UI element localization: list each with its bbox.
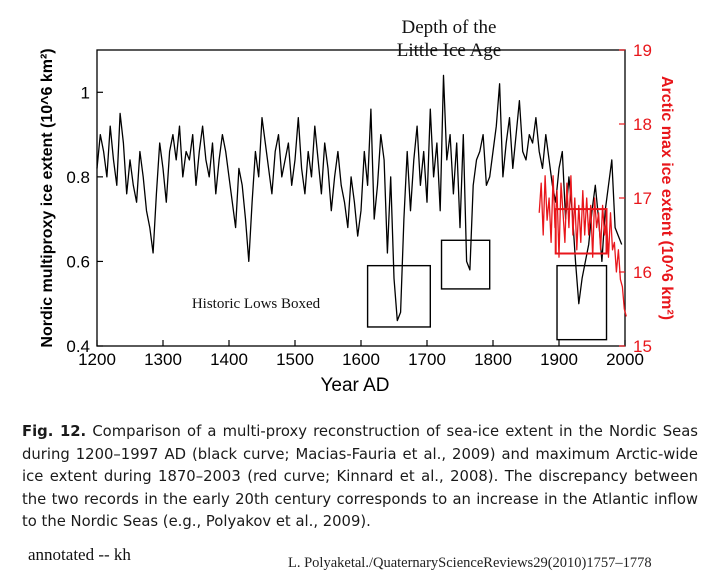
left-tick-label-0.4: 0.4 bbox=[66, 337, 90, 356]
nordic-ice-extent-line bbox=[96, 74, 623, 322]
caption-text: Comparison of a multi-proxy reconstructi… bbox=[22, 423, 698, 530]
low-box-1760 bbox=[440, 239, 491, 290]
right-tick-label-15: 15 bbox=[633, 337, 652, 356]
x-tick-label-1300: 1300 bbox=[144, 350, 182, 369]
left-tick-label-0.8: 0.8 bbox=[66, 168, 90, 187]
boxes-layer bbox=[366, 208, 608, 341]
right-tick-label-18: 18 bbox=[633, 115, 652, 134]
annotation-credit: annotated -- kh bbox=[28, 545, 131, 564]
source-citation: L. Polyaketal./QuaternaryScienceReviews2… bbox=[288, 555, 652, 571]
left-axis-label: Nordic multiproxy ice extent (10^6 km²) bbox=[39, 48, 56, 347]
series-layer bbox=[96, 74, 627, 322]
low-box-1650 bbox=[366, 264, 432, 328]
historic-lows-annotation: Historic Lows Boxed bbox=[192, 296, 321, 312]
x-axis-label: Year AD bbox=[320, 375, 389, 396]
red-box-1900s bbox=[554, 208, 608, 255]
x-tick-label-1400: 1400 bbox=[210, 350, 248, 369]
chart-title-line-1: Depth of the bbox=[402, 17, 497, 38]
x-axis-ticks: 1200 1300 1400 1500 1600 1700 1800 1900 2000 bbox=[78, 340, 644, 369]
x-tick-label-1500: 1500 bbox=[276, 350, 314, 369]
ice-extent-chart: Depth of the Little Ice Age Year AD Nord… bbox=[39, 17, 675, 396]
arctic-ice-extent-line bbox=[538, 175, 627, 317]
right-axis-ticks: 15 16 17 18 19 bbox=[619, 41, 652, 356]
left-axis-ticks: 0.4 0.6 0.8 1 bbox=[66, 83, 103, 356]
x-tick-label-1900: 1900 bbox=[540, 350, 578, 369]
x-tick-label-1200: 1200 bbox=[78, 350, 116, 369]
caption-label: Fig. 12. bbox=[22, 423, 87, 440]
x-tick-label-2000: 2000 bbox=[606, 350, 644, 369]
figure-caption: Fig. 12. Comparison of a multi-proxy rec… bbox=[22, 421, 698, 534]
right-tick-label-16: 16 bbox=[633, 263, 652, 282]
right-axis-label: Arctic max ice extent (10^6 km²) bbox=[658, 76, 675, 320]
left-tick-label-1: 1 bbox=[81, 83, 90, 102]
x-tick-label-1600: 1600 bbox=[342, 350, 380, 369]
left-tick-label-0.6: 0.6 bbox=[66, 252, 90, 271]
right-tick-label-19: 19 bbox=[633, 41, 652, 60]
x-tick-label-1800: 1800 bbox=[474, 350, 512, 369]
right-tick-label-17: 17 bbox=[633, 189, 652, 208]
x-tick-label-1700: 1700 bbox=[408, 350, 446, 369]
low-box-1930 bbox=[556, 264, 608, 341]
chart-title-line-2: Little Ice Age bbox=[397, 40, 501, 61]
